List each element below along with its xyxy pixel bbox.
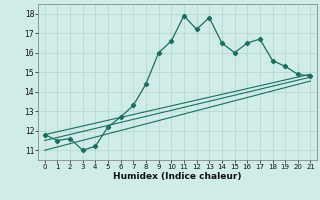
X-axis label: Humidex (Indice chaleur): Humidex (Indice chaleur) bbox=[113, 172, 242, 181]
